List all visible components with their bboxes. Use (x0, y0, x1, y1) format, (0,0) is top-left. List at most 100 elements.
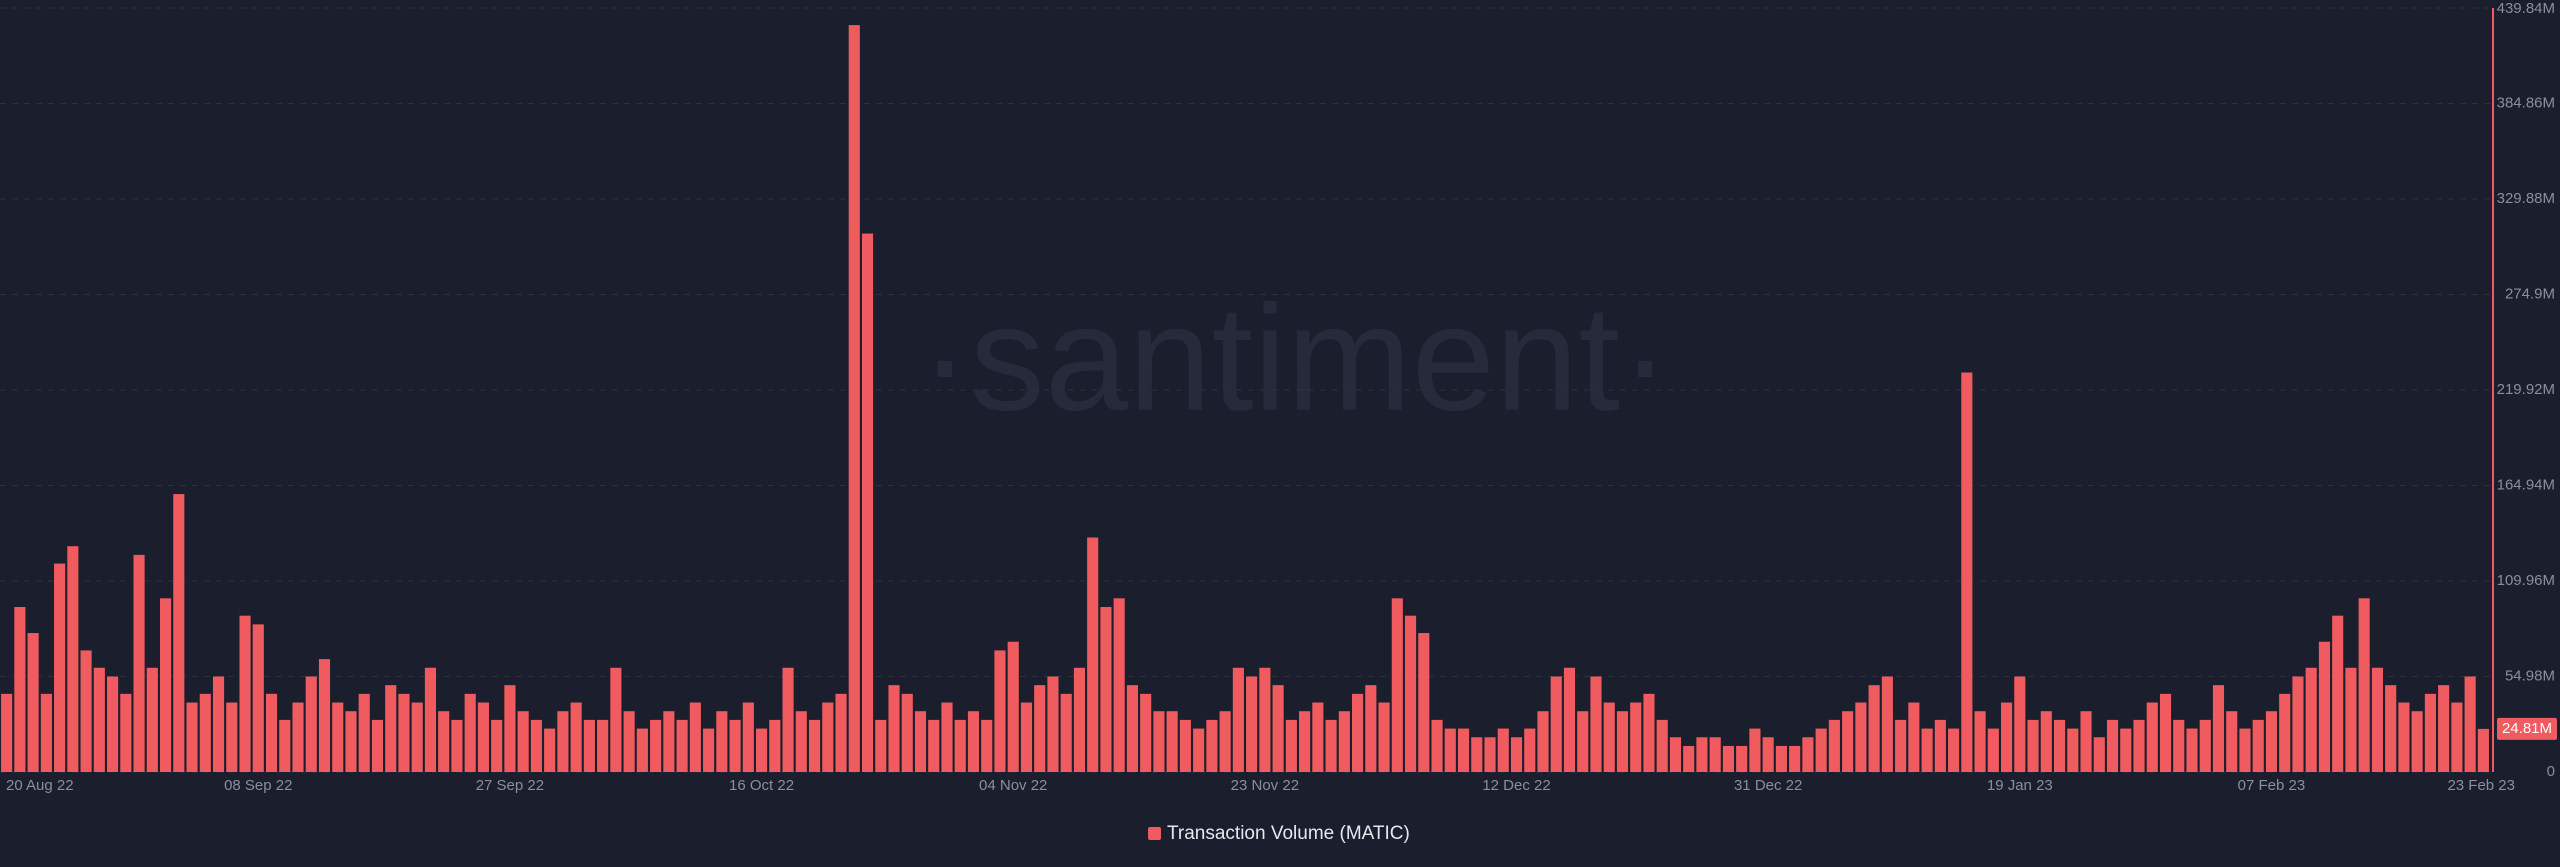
bar (93, 667, 105, 772)
bar (954, 719, 966, 772)
bar (570, 702, 582, 772)
bar (14, 606, 26, 772)
bar (517, 711, 529, 772)
bar (2398, 702, 2410, 772)
bar (1060, 693, 1072, 772)
bar (1987, 728, 1999, 772)
bar (769, 719, 781, 772)
bar (2265, 711, 2278, 772)
bar (2040, 711, 2052, 772)
bar (1537, 711, 1549, 772)
bar (636, 728, 648, 772)
bar (1020, 702, 1033, 772)
bar (1391, 598, 1403, 772)
bar (252, 624, 264, 772)
x-tick-label: 08 Sep 22 (224, 777, 292, 794)
bar (1418, 633, 1430, 772)
y-tick-label: 219.92M (2497, 381, 2555, 398)
bar (1828, 719, 1840, 772)
bar (861, 233, 874, 772)
bar (875, 719, 887, 772)
bar (1683, 745, 1695, 772)
bar (1100, 606, 1112, 772)
bar (808, 719, 821, 772)
bar (107, 676, 119, 772)
y-tick-label: 439.84M (2497, 0, 2555, 17)
bar (1749, 728, 1761, 772)
x-tick-label: 16 Oct 22 (729, 777, 794, 794)
bar (1232, 667, 1244, 772)
bar (332, 702, 344, 772)
bar (411, 702, 423, 772)
bar (1789, 745, 1801, 772)
bar (2332, 615, 2344, 772)
bar (928, 719, 940, 772)
last-value-box (2497, 717, 2557, 740)
bar (1948, 728, 1960, 772)
x-tick-label: 07 Feb 23 (2238, 777, 2306, 794)
bar (1179, 719, 1191, 772)
bar (80, 650, 92, 772)
bar (888, 685, 900, 772)
bar (1378, 702, 1390, 772)
x-tick-label: 31 Dec 22 (1734, 777, 1802, 794)
bar (1272, 685, 1284, 772)
bar (1815, 728, 1827, 772)
bar (2424, 693, 2436, 772)
bar (2477, 728, 2489, 772)
bar (1471, 737, 1483, 772)
bar (212, 676, 225, 772)
bar (2239, 728, 2251, 772)
bar (1842, 711, 1854, 772)
bar (1974, 711, 1986, 772)
bar (1325, 719, 1337, 772)
bar (2173, 719, 2185, 772)
bar (1961, 372, 1973, 772)
bar (1126, 685, 1138, 772)
bar (1921, 728, 1933, 772)
bar (371, 719, 384, 772)
bar (1113, 598, 1125, 772)
bar (477, 702, 489, 772)
y-tick-label: 329.88M (2497, 190, 2555, 207)
y-tick-label: 54.98M (2505, 667, 2555, 684)
bar (2464, 676, 2476, 772)
bar (504, 685, 516, 772)
bar (1193, 728, 1205, 772)
bar (1762, 737, 1774, 772)
bar (159, 598, 172, 772)
bar (557, 711, 569, 772)
x-tick-label: 12 Dec 22 (1482, 777, 1550, 794)
bar (2146, 702, 2158, 772)
bar (186, 702, 198, 772)
bar (2199, 719, 2211, 772)
bar (1484, 737, 1496, 772)
bar (1, 693, 13, 772)
bar (133, 554, 145, 772)
bar (716, 711, 728, 772)
bar (1775, 745, 1787, 772)
bar (1855, 702, 1867, 772)
bar (1603, 702, 1615, 772)
bar (2093, 737, 2105, 772)
bar (1457, 728, 1470, 772)
bar (1497, 728, 1509, 772)
bar (967, 711, 980, 772)
bar (1895, 719, 1907, 772)
bar (40, 693, 52, 772)
bar (676, 719, 688, 772)
bar (385, 685, 397, 772)
bar (226, 702, 238, 772)
bar (1709, 737, 1721, 772)
bar (1656, 719, 1668, 772)
bar (2411, 711, 2423, 772)
bar (901, 693, 913, 772)
bar (1524, 728, 1536, 772)
bar (1696, 737, 1708, 772)
bar (318, 659, 331, 772)
bar (27, 633, 39, 772)
bar (146, 667, 158, 772)
bar (1616, 711, 1629, 772)
bar (795, 711, 807, 772)
bar (1736, 745, 1748, 772)
